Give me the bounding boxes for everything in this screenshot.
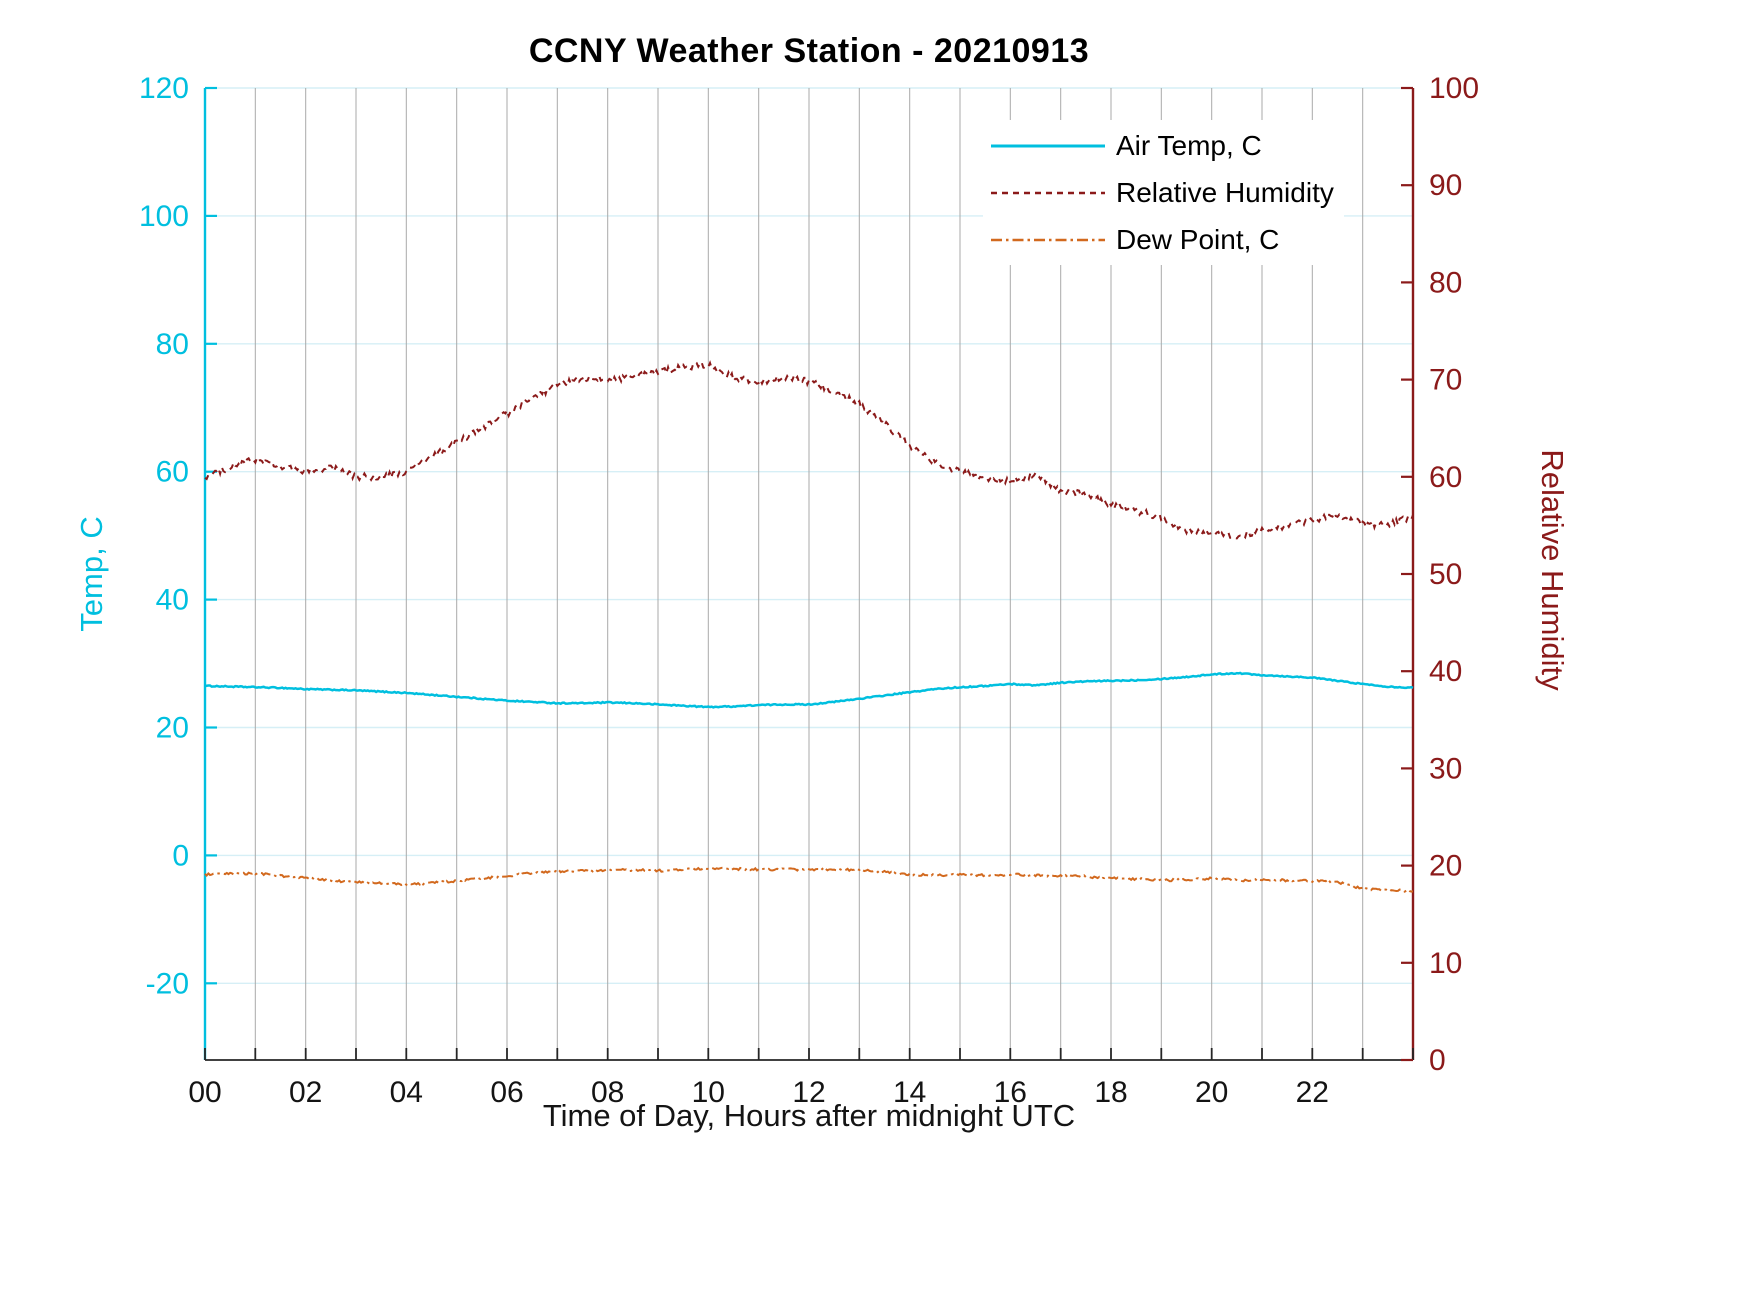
legend: Air Temp, C Relative Humidity Dew Point,… (983, 120, 1344, 265)
svg-text:10: 10 (692, 1076, 725, 1109)
svg-text:20: 20 (1195, 1076, 1228, 1109)
legend-line-air-temp-icon (991, 144, 1105, 147)
legend-item-relative-humidity: Relative Humidity (989, 169, 1334, 216)
dew-point-c-line (204, 866, 1414, 893)
svg-text:10: 10 (1429, 947, 1462, 980)
legend-label-air-temp: Air Temp, C (1116, 129, 1262, 161)
svg-text:50: 50 (1429, 558, 1462, 591)
svg-text:18: 18 (1094, 1076, 1127, 1109)
svg-text:02: 02 (289, 1076, 322, 1109)
svg-text:20: 20 (1429, 850, 1462, 883)
legend-line-dew-point-icon (991, 238, 1105, 241)
svg-text:20: 20 (156, 712, 189, 745)
svg-text:40: 40 (156, 584, 189, 617)
svg-text:60: 60 (1429, 461, 1462, 494)
svg-text:00: 00 (188, 1076, 221, 1109)
left-axis-title: Temp, C (74, 516, 109, 632)
svg-text:04: 04 (390, 1076, 423, 1109)
svg-text:80: 80 (1429, 266, 1462, 299)
svg-text:60: 60 (156, 456, 189, 489)
x-axis-title: Time of Day, Hours after midnight UTC (542, 1098, 1076, 1133)
svg-text:80: 80 (156, 328, 189, 361)
air-temp-c-line (204, 671, 1414, 709)
svg-text:16: 16 (994, 1076, 1027, 1109)
svg-text:08: 08 (591, 1076, 624, 1109)
relative-humidity-line (204, 360, 1414, 540)
svg-text:-20: -20 (146, 967, 189, 1000)
legend-label-dew-point: Dew Point, C (1116, 223, 1280, 255)
chart-title: CCNY Weather Station - 20210913 (528, 32, 1090, 70)
x-axis-ticks (204, 1048, 1414, 1060)
svg-text:90: 90 (1429, 169, 1462, 202)
left-axis-ticks: 120 100 80 60 40 20 0 -20 (139, 72, 217, 1000)
svg-text:40: 40 (1429, 655, 1462, 688)
svg-text:22: 22 (1296, 1076, 1329, 1109)
svg-text:06: 06 (490, 1076, 523, 1109)
svg-text:0: 0 (172, 839, 189, 872)
svg-text:14: 14 (893, 1076, 926, 1109)
svg-text:100: 100 (139, 200, 189, 233)
svg-text:70: 70 (1429, 364, 1462, 397)
svg-text:0: 0 (1429, 1044, 1446, 1077)
legend-label-relative-humidity: Relative Humidity (1116, 176, 1334, 208)
legend-line-relative-humidity-icon (991, 191, 1105, 194)
legend-item-dew-point: Dew Point, C (989, 216, 1334, 263)
vertical-gridlines (254, 88, 1364, 1060)
x-axis-tick-labels: 00 02 04 06 08 10 12 14 16 18 20 22 (188, 1076, 1329, 1109)
legend-item-air-temp: Air Temp, C (989, 122, 1334, 169)
svg-text:12: 12 (792, 1076, 825, 1109)
svg-text:30: 30 (1429, 752, 1462, 785)
svg-text:100: 100 (1429, 72, 1479, 105)
right-axis-title: Relative Humidity (1535, 449, 1570, 691)
svg-text:120: 120 (139, 72, 189, 105)
